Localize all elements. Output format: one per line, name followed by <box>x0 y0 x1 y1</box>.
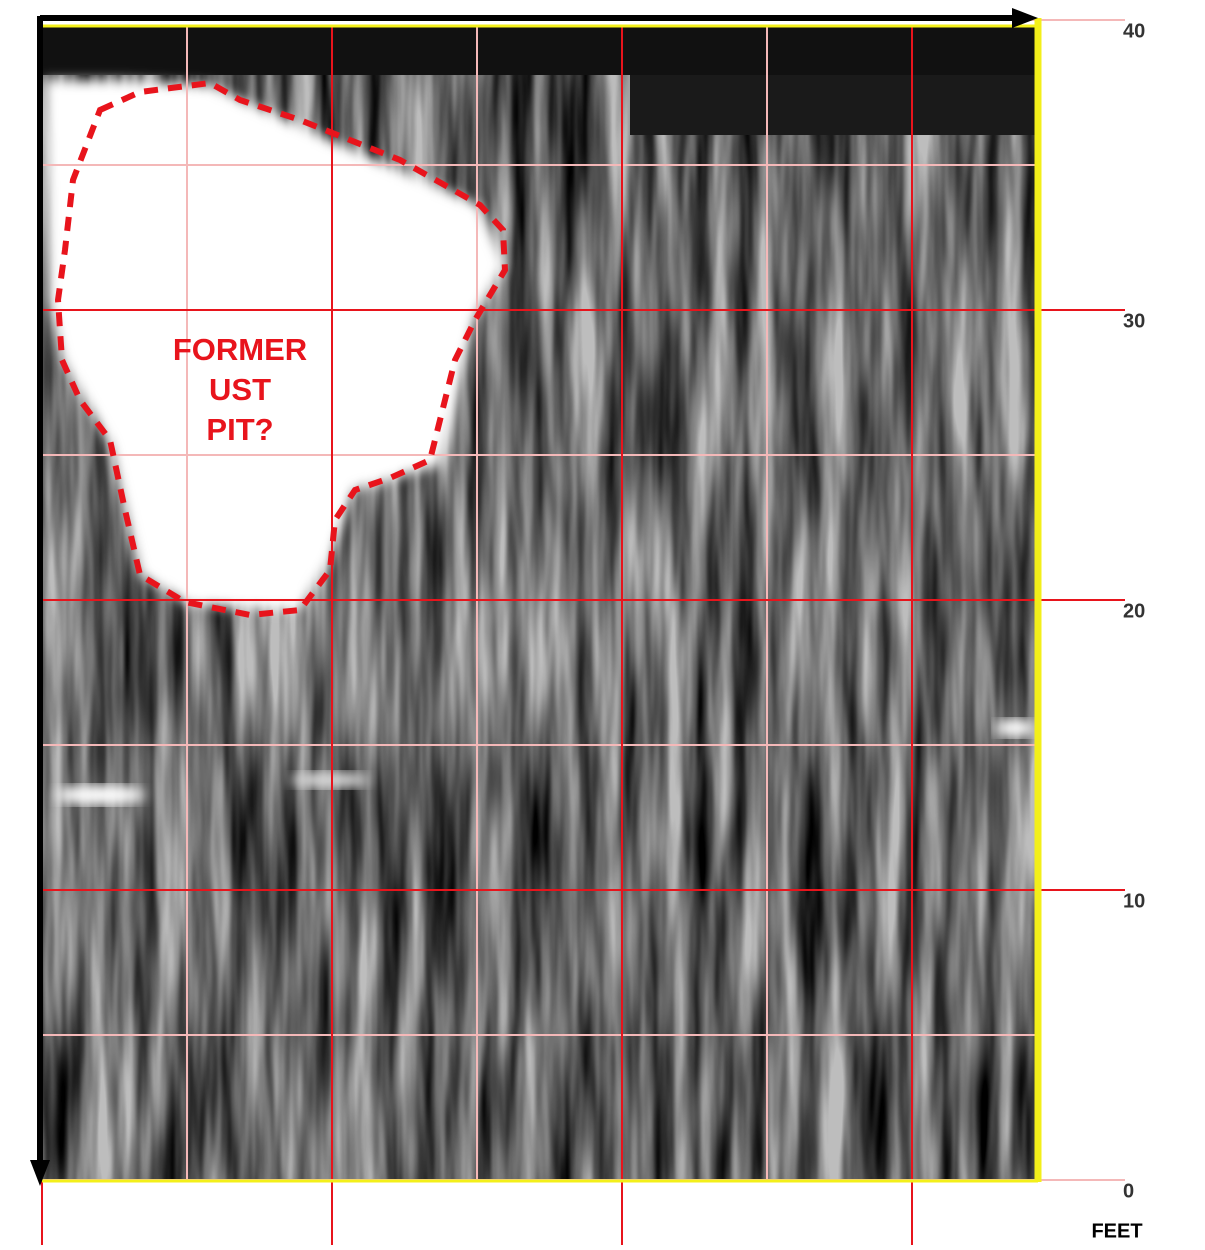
y-tick-label: 0 <box>1123 1180 1134 1202</box>
annotation: FORMER <box>173 332 307 367</box>
y-tick-label: 20 <box>1123 600 1145 622</box>
y-tick-label: 10 <box>1123 890 1145 912</box>
y-tick-label: 40 <box>1123 20 1145 42</box>
annotation: UST <box>209 372 271 407</box>
y-tick-label: 30 <box>1123 310 1145 332</box>
annotation: PIT? <box>206 412 273 447</box>
chart: FORMER UST PIT? FEET 0 10 20 30 40 <box>0 0 1205 1245</box>
y-axis-label: FEET <box>1091 1220 1142 1242</box>
